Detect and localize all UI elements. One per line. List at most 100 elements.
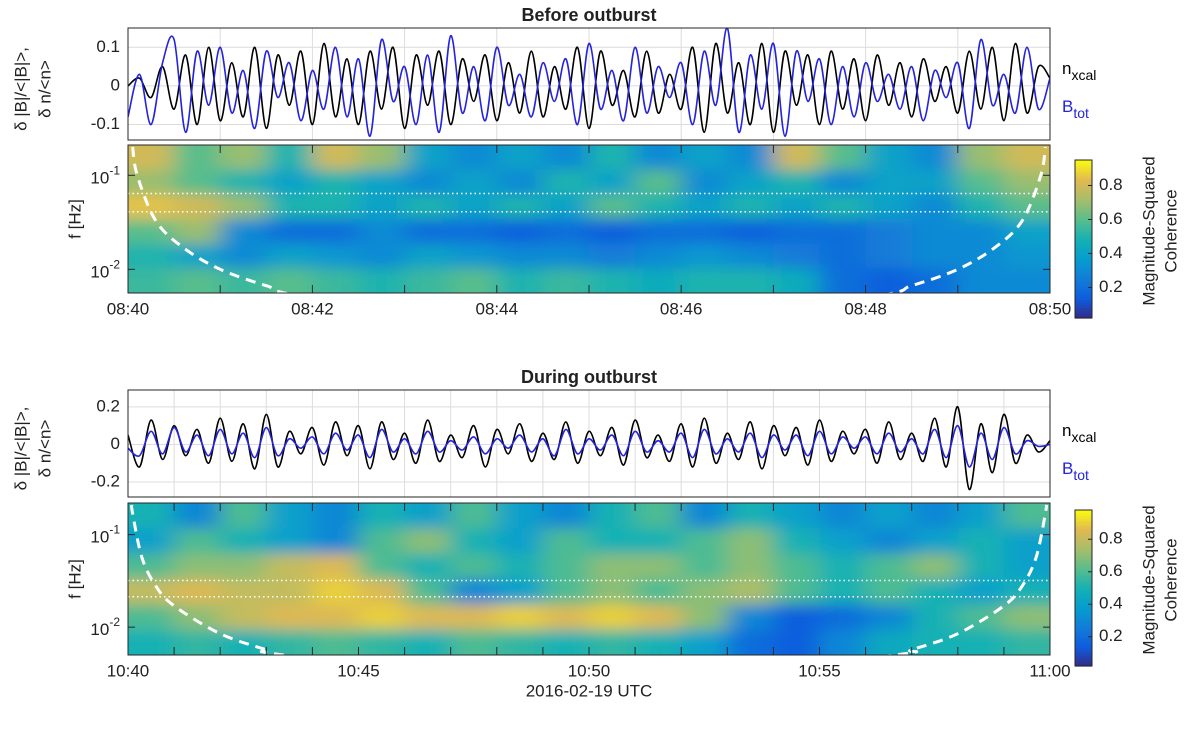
heatmap-cell — [589, 243, 637, 270]
series-group — [128, 406, 1050, 491]
heatmap-cell — [589, 579, 637, 606]
heatmap-cell — [773, 503, 821, 530]
colorbar-swatch — [1075, 655, 1092, 659]
heatmap-cell — [681, 629, 729, 655]
colorbar-swatch — [1075, 621, 1092, 625]
heatmap-cell — [911, 169, 959, 196]
heatmap-cell — [589, 268, 637, 293]
heatmap-cell — [589, 553, 637, 580]
colorbar-swatch — [1075, 225, 1092, 230]
colorbar-swatch — [1075, 663, 1092, 667]
colorbar-swatch — [1075, 199, 1092, 203]
heatmap-cell — [358, 243, 406, 270]
heatmap-cell — [128, 219, 176, 245]
heatmap-cell — [819, 169, 867, 196]
heatmap-cell — [404, 604, 452, 631]
heatmap-cell — [681, 145, 729, 171]
y-tick-base: 10 — [90, 169, 109, 188]
cone-of-influence — [130, 504, 1048, 655]
heatmap-cell — [727, 503, 775, 530]
colorbar-swatch — [1075, 598, 1092, 602]
heatmap-cell — [404, 219, 452, 245]
legend-label: nxcal — [1062, 59, 1096, 82]
colorbar-label: Magnitude-Squared — [1139, 156, 1158, 305]
heatmap-cell — [635, 553, 683, 580]
heatmap-cell — [312, 194, 360, 220]
colorbar-swatch — [1075, 289, 1092, 293]
y-tick-exponent: -2 — [109, 615, 120, 629]
heatmap-cell — [312, 145, 360, 171]
colorbar-swatch — [1075, 593, 1092, 597]
heatmap-cell — [266, 579, 314, 606]
heatmap-cell — [128, 553, 176, 580]
x-tick-label: 08:44 — [476, 299, 519, 318]
heatmap-cell — [358, 503, 406, 530]
heatmap-cell — [542, 528, 590, 555]
heatmap-cell — [220, 194, 268, 220]
heatmap-cell — [773, 604, 821, 631]
colorbar-swatch — [1075, 212, 1092, 216]
colorbar-swatch — [1075, 236, 1092, 240]
heatmap-cell — [727, 604, 775, 631]
x-tick-label: 10:50 — [568, 661, 611, 680]
heatmap-cell — [496, 553, 544, 580]
colorbar-swatch — [1075, 616, 1092, 620]
heatmap-cell — [496, 268, 544, 293]
colorbar-swatch — [1075, 634, 1092, 638]
heatmap-cell — [819, 145, 867, 171]
colorbar-swatch — [1075, 217, 1092, 222]
colorbar-swatch — [1075, 520, 1092, 524]
colorbar-swatch — [1075, 310, 1092, 314]
heatmap-cell — [404, 579, 452, 606]
heatmap-cell — [450, 243, 498, 270]
colorbar-swatch — [1075, 220, 1092, 224]
colorbar-swatch — [1075, 538, 1092, 542]
heatmap-cell — [957, 629, 1005, 655]
colorbar-swatch — [1075, 307, 1092, 311]
heatmap-cell — [589, 604, 637, 631]
heatmap-cell — [128, 604, 176, 631]
x-tick-label: 08:48 — [844, 299, 887, 318]
colorbar-label: Coherence — [1161, 189, 1180, 272]
colorbar-swatch — [1075, 304, 1092, 309]
colorbar-swatch — [1075, 260, 1092, 264]
x-tick-label: 08:40 — [107, 299, 150, 318]
heatmap-cell — [312, 219, 360, 245]
heatmap-cell — [727, 528, 775, 555]
heatmap-cell — [404, 194, 452, 220]
colorbar-swatch — [1075, 296, 1092, 301]
y-axis-label: δ |B|/<|B|>, — [11, 407, 30, 491]
heatmap-cell — [266, 503, 314, 530]
heatmap-cell — [220, 169, 268, 196]
colorbar-swatch — [1075, 175, 1092, 180]
heatmap-cell — [819, 194, 867, 220]
legend-label: Btot — [1062, 459, 1089, 482]
heatmap-cell — [957, 268, 1005, 293]
colorbar-swatch — [1075, 637, 1092, 641]
colorbar-tick-label: 0.2 — [1099, 626, 1123, 645]
legend-subscript: xcal — [1071, 429, 1096, 445]
heatmap-cell — [450, 579, 498, 606]
heatmap-cell — [542, 268, 590, 293]
heatmap-cell — [128, 528, 176, 555]
heatmap-cell — [865, 219, 913, 245]
colorbar-swatch — [1075, 595, 1092, 599]
heatmap-cell — [773, 194, 821, 220]
colorbar-swatch — [1075, 228, 1092, 232]
heatmap-cell — [1003, 243, 1050, 270]
x-tick-label: 08:50 — [1029, 299, 1072, 318]
heatmap-cell — [911, 268, 959, 293]
heatmap-cell — [450, 528, 498, 555]
colorbar-swatch — [1075, 291, 1092, 295]
heatmap-cell — [358, 145, 406, 171]
heatmap-cell — [635, 579, 683, 606]
heatmap-cell — [266, 268, 314, 293]
heatmap-cell — [773, 243, 821, 270]
heatmap-cell — [635, 145, 683, 171]
colorbar-swatch — [1075, 536, 1092, 540]
heatmap-cell — [128, 194, 176, 220]
colorbar-swatch — [1075, 244, 1092, 248]
colorbar-swatch — [1075, 647, 1092, 651]
heatmap-cell — [312, 503, 360, 530]
colorbar-swatch — [1075, 606, 1092, 610]
